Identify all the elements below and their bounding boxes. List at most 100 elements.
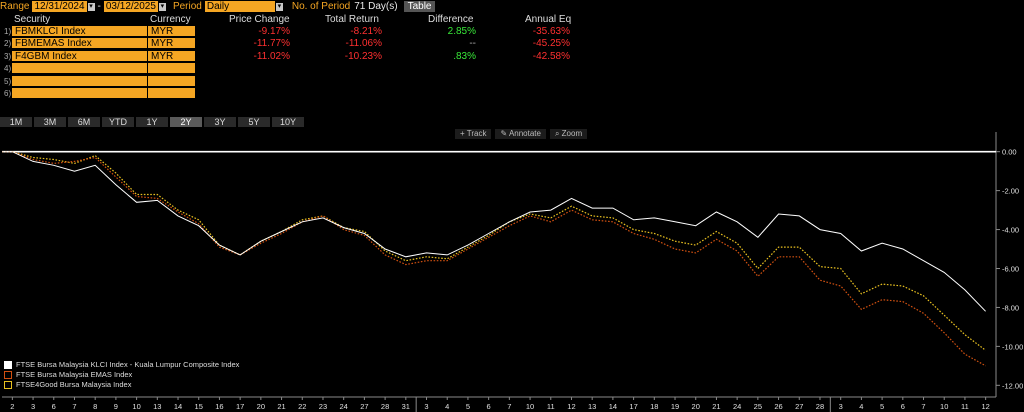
x-tick-label: 7 — [921, 402, 925, 411]
x-tick-label: 2 — [10, 402, 14, 411]
currency-cell[interactable] — [148, 63, 195, 75]
legend-swatch-white — [4, 361, 12, 369]
chevron-down-icon[interactable]: ▾ — [275, 2, 283, 11]
currency-cell[interactable] — [148, 88, 195, 99]
period-button-10y[interactable]: 10Y — [272, 117, 304, 127]
x-tick-label: 28 — [816, 402, 824, 411]
legend-label: FTSE Bursa Malaysia EMAS Index — [16, 370, 133, 379]
security-cell[interactable]: FBMKLCI Index — [12, 26, 147, 37]
x-tick-label: 6 — [901, 402, 905, 411]
x-tick-label: 13 — [588, 402, 596, 411]
x-tick-label: 8 — [93, 402, 97, 411]
zoom-label: Zoom — [561, 129, 583, 138]
x-tick-label: 23 — [319, 402, 327, 411]
table-row[interactable]: 3) F4GBM Index MYR -11.02% -10.23% .83% -42.58… — [0, 50, 1024, 63]
legend-item-f4gbm: FTSE4Good Bursa Malaysia Index — [4, 380, 239, 390]
x-tick-label: 14 — [609, 402, 617, 411]
x-tick-label: 5 — [880, 402, 884, 411]
x-tick-label: 7 — [507, 402, 511, 411]
x-tick-label: 3 — [424, 402, 428, 411]
period-button-3y[interactable]: 3Y — [204, 117, 236, 127]
security-cell[interactable] — [12, 75, 147, 87]
x-tick-label: 24 — [733, 402, 741, 411]
period-button-1m[interactable]: 1M — [0, 117, 32, 127]
currency-cell[interactable]: MYR — [148, 38, 195, 50]
price-change-value: -11.77% — [253, 38, 290, 50]
x-tick-label: 15 — [195, 402, 203, 411]
track-button[interactable]: + Track — [455, 129, 492, 139]
row-number: 5) — [4, 76, 12, 86]
period-button-3m[interactable]: 3M — [34, 117, 66, 127]
y-tick-label: -6.00 — [1002, 265, 1019, 274]
x-tick-label: 20 — [257, 402, 265, 411]
num-period-value: 71 Day(s) — [354, 1, 398, 12]
currency-cell[interactable]: MYR — [148, 26, 195, 37]
magnifier-icon: ⌕ — [554, 129, 562, 138]
row-number: 3) — [4, 51, 12, 61]
x-tick-label: 22 — [298, 402, 306, 411]
toolbar: Range 12/31/2024 ▾ - 03/12/2025 ▾ Period… — [0, 0, 1024, 13]
table-row[interactable]: 1) FBMKLCI Index MYR -9.17% -8.21% 2.85% -35.6… — [0, 26, 1024, 38]
y-tick-label: -12.00 — [1002, 381, 1023, 390]
x-tick-label: 4 — [859, 402, 863, 411]
y-tick-label: -8.00 — [1002, 303, 1019, 312]
x-tick-label: 21 — [712, 402, 720, 411]
period-button-2y[interactable]: 2Y — [170, 117, 202, 127]
end-date-field[interactable]: 03/12/2025 — [103, 1, 158, 12]
period-button-6m[interactable]: 6M — [68, 117, 100, 127]
security-cell[interactable] — [12, 63, 147, 75]
x-tick-label: 21 — [277, 402, 285, 411]
table-row[interactable]: 6) — [0, 88, 1024, 100]
x-tick-label: 5 — [466, 402, 470, 411]
security-cell[interactable] — [12, 88, 147, 99]
col-total-return: Total Return — [325, 14, 379, 25]
x-tick-label: 16 — [215, 402, 223, 411]
currency-cell[interactable] — [148, 75, 195, 87]
table-row[interactable]: 2) FBMEMAS Index MYR -11.77% -11.06% -- -45.25… — [0, 38, 1024, 50]
x-tick-label: 20 — [692, 402, 700, 411]
row-number: 1) — [4, 27, 12, 36]
period-button-ytd[interactable]: YTD — [102, 117, 134, 127]
range-label: Range — [0, 1, 30, 12]
difference-value: .83% — [453, 50, 476, 62]
legend-item-klci: FTSE Bursa Malaysia KLCI Index - Kuala L… — [4, 360, 239, 370]
x-tick-label: 11 — [961, 402, 969, 411]
num-period-label: No. of Period — [291, 1, 351, 12]
start-date-field[interactable]: 12/31/2024 — [32, 1, 87, 12]
col-difference: Difference — [428, 14, 474, 25]
x-tick-label: 6 — [52, 402, 56, 411]
annotate-button[interactable]: ✎ Annotate — [495, 129, 546, 139]
series-line-3 — [2, 151, 986, 351]
performance-chart[interactable]: 0.00-2.00-4.00-6.00-8.00-10.00-12.00Jan … — [0, 122, 1024, 412]
table-button[interactable]: Table — [403, 1, 436, 12]
x-tick-label: 7 — [72, 402, 76, 411]
period-button-1y[interactable]: 1Y — [136, 117, 168, 127]
price-change-value: -11.02% — [253, 50, 290, 62]
calendar-icon[interactable]: ▾ — [87, 2, 95, 11]
security-cell[interactable]: F4GBM Index — [12, 50, 147, 62]
zoom-button[interactable]: ⌕ Zoom — [549, 129, 588, 139]
row-number: 2) — [4, 39, 12, 49]
range-dash: - — [97, 1, 101, 12]
currency-cell[interactable]: MYR — [148, 50, 195, 62]
period-dropdown[interactable]: Daily — [204, 1, 275, 12]
row-number: 6) — [4, 89, 12, 98]
table-row[interactable]: 4) — [0, 63, 1024, 75]
x-tick-label: 18 — [650, 402, 658, 411]
col-security: Security — [14, 14, 51, 25]
difference-value: -- — [469, 38, 476, 50]
series-line-2 — [2, 151, 986, 367]
calendar-icon[interactable]: ▾ — [158, 2, 166, 11]
period-selector: 1M 3M 6M YTD 1Y 2Y 3Y 5Y 10Y — [0, 117, 304, 127]
y-tick-label: -2.00 — [1002, 187, 1019, 196]
total-return-value: -8.21% — [350, 26, 382, 37]
annual-eq-value: -42.58% — [532, 50, 570, 62]
annual-eq-value: -35.63% — [532, 26, 570, 37]
crosshair-icon: + — [460, 129, 467, 138]
period-button-5y[interactable]: 5Y — [238, 117, 270, 127]
x-tick-label: 4 — [445, 402, 449, 411]
x-tick-label: 26 — [774, 402, 782, 411]
security-cell[interactable]: FBMEMAS Index — [12, 38, 147, 50]
table-row[interactable]: 5) — [0, 75, 1024, 88]
period-label: Period — [172, 1, 202, 12]
